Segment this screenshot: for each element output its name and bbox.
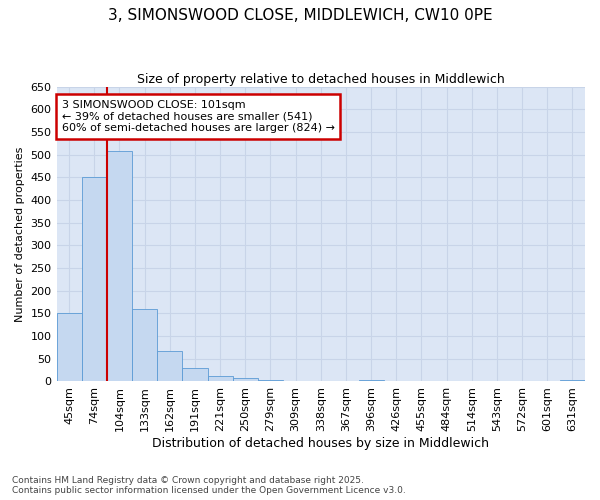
Text: Contains HM Land Registry data © Crown copyright and database right 2025.
Contai: Contains HM Land Registry data © Crown c… [12,476,406,495]
Bar [107,151,132,382]
Bar [157,351,182,382]
Bar [560,380,585,382]
Bar [208,376,233,382]
Bar [258,380,283,382]
Y-axis label: Number of detached properties: Number of detached properties [15,146,25,322]
Bar [182,368,208,382]
Text: 3 SIMONSWOOD CLOSE: 101sqm
← 39% of detached houses are smaller (541)
60% of sem: 3 SIMONSWOOD CLOSE: 101sqm ← 39% of deta… [62,100,335,133]
Text: 3, SIMONSWOOD CLOSE, MIDDLEWICH, CW10 0PE: 3, SIMONSWOOD CLOSE, MIDDLEWICH, CW10 0P… [107,8,493,22]
Bar [56,314,82,382]
Bar [82,178,107,382]
X-axis label: Distribution of detached houses by size in Middlewich: Distribution of detached houses by size … [152,437,489,450]
Title: Size of property relative to detached houses in Middlewich: Size of property relative to detached ho… [137,72,505,86]
Bar [359,380,383,382]
Bar [132,309,157,382]
Bar [233,378,258,382]
